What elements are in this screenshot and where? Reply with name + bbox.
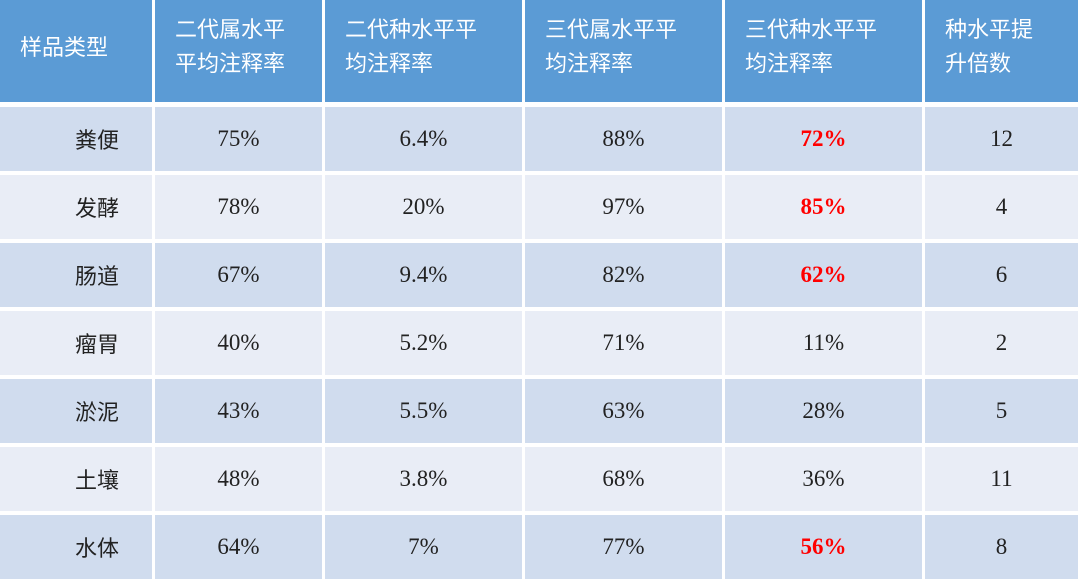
header-sample-type: 样品类型	[0, 0, 152, 102]
cell-tgs-species: 56%	[725, 515, 922, 579]
cell-ngs-species: 6.4%	[325, 107, 522, 171]
cell-tgs-species: 85%	[725, 175, 922, 239]
header-tgs-genus: 三代属水平平 均注释率	[525, 0, 722, 102]
cell-ngs-genus: 40%	[155, 311, 322, 375]
header-ngs-genus: 二代属水平 平均注释率	[155, 0, 322, 102]
cell-ngs-species: 7%	[325, 515, 522, 579]
cell-fold-increase: 8	[925, 515, 1078, 579]
cell-ngs-genus: 48%	[155, 447, 322, 511]
cell-fold-increase: 5	[925, 379, 1078, 443]
cell-ngs-species: 3.8%	[325, 447, 522, 511]
cell-ngs-genus: 67%	[155, 243, 322, 307]
cell-sample-type: 土壤	[0, 447, 152, 511]
cell-sample-type: 淤泥	[0, 379, 152, 443]
cell-tgs-species: 11%	[725, 311, 922, 375]
cell-tgs-species: 36%	[725, 447, 922, 511]
header-tgs-species: 三代种水平平 均注释率	[725, 0, 922, 102]
header-fold-increase: 种水平提 升倍数	[925, 0, 1078, 102]
cell-tgs-genus: 68%	[525, 447, 722, 511]
cell-tgs-genus: 82%	[525, 243, 722, 307]
cell-ngs-genus: 64%	[155, 515, 322, 579]
cell-ngs-species: 5.5%	[325, 379, 522, 443]
cell-tgs-genus: 77%	[525, 515, 722, 579]
cell-ngs-species: 20%	[325, 175, 522, 239]
cell-sample-type: 粪便	[0, 107, 152, 171]
cell-tgs-species: 28%	[725, 379, 922, 443]
cell-tgs-species: 72%	[725, 107, 922, 171]
cell-fold-increase: 12	[925, 107, 1078, 171]
cell-tgs-genus: 71%	[525, 311, 722, 375]
cell-sample-type: 肠道	[0, 243, 152, 307]
cell-ngs-genus: 43%	[155, 379, 322, 443]
cell-tgs-genus: 88%	[525, 107, 722, 171]
cell-ngs-species: 5.2%	[325, 311, 522, 375]
cell-ngs-genus: 78%	[155, 175, 322, 239]
cell-sample-type: 发酵	[0, 175, 152, 239]
cell-tgs-species: 62%	[725, 243, 922, 307]
header-ngs-species: 二代种水平平 均注释率	[325, 0, 522, 102]
cell-sample-type: 水体	[0, 515, 152, 579]
cell-ngs-species: 9.4%	[325, 243, 522, 307]
cell-fold-increase: 2	[925, 311, 1078, 375]
cell-fold-increase: 4	[925, 175, 1078, 239]
cell-fold-increase: 6	[925, 243, 1078, 307]
cell-fold-increase: 11	[925, 447, 1078, 511]
cell-tgs-genus: 63%	[525, 379, 722, 443]
cell-ngs-genus: 75%	[155, 107, 322, 171]
cell-sample-type: 瘤胃	[0, 311, 152, 375]
cell-tgs-genus: 97%	[525, 175, 722, 239]
